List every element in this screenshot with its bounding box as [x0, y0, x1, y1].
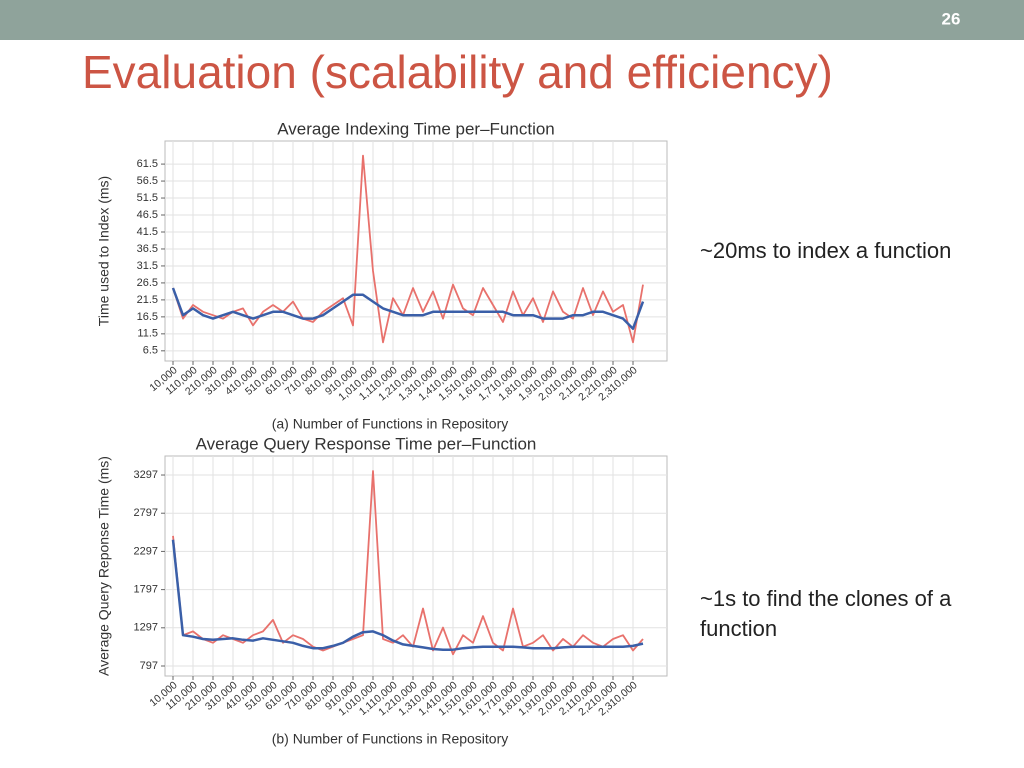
y-tick-label: 6.5 — [143, 345, 158, 357]
y-tick-label: 797 — [140, 660, 158, 672]
y-tick-label: 2297 — [134, 545, 158, 557]
y-tick-label: 31.5 — [137, 260, 158, 272]
data-line — [172, 470, 644, 656]
y-axis-label: Time used to Index (ms) — [96, 176, 112, 326]
x-axis-label: (a) Number of Functions in Repository — [272, 416, 509, 432]
data-line — [171, 287, 645, 330]
y-tick-label: 46.5 — [137, 209, 158, 221]
y-tick-label: 51.5 — [137, 192, 158, 204]
x-axis-label: (b) Number of Functions in Repository — [272, 731, 509, 747]
plot-area — [164, 140, 668, 362]
y-tick-label: 21.5 — [137, 294, 158, 306]
y-tick-label: 61.5 — [137, 158, 158, 170]
y-tick-label: 2797 — [134, 507, 158, 519]
chart-title: Average Indexing Time per–Function — [277, 119, 555, 138]
annotation: function — [700, 616, 777, 641]
plot-area — [164, 455, 668, 677]
data-line — [171, 539, 644, 651]
slide-title: Evaluation (scalability and efficiency) — [82, 46, 833, 98]
data-line — [172, 154, 644, 344]
chart-title: Average Query Response Time per–Function — [196, 434, 537, 453]
y-tick-label: 1297 — [134, 622, 158, 634]
y-tick-label: 36.5 — [137, 243, 158, 255]
y-tick-label: 56.5 — [137, 175, 158, 187]
page-number: 26 — [942, 9, 961, 28]
annotation: ~1s to find the clones of a — [700, 586, 952, 611]
y-axis-label: Average Query Reponse Time (ms) — [96, 456, 112, 676]
y-tick-label: 26.5 — [137, 277, 158, 289]
y-tick-label: 11.5 — [137, 328, 158, 340]
y-tick-label: 1797 — [134, 584, 158, 596]
annotation: ~20ms to index a function — [700, 238, 951, 263]
header-bar — [0, 0, 1024, 40]
y-tick-label: 3297 — [134, 469, 158, 481]
y-tick-label: 41.5 — [137, 226, 158, 238]
y-tick-label: 16.5 — [137, 311, 158, 323]
